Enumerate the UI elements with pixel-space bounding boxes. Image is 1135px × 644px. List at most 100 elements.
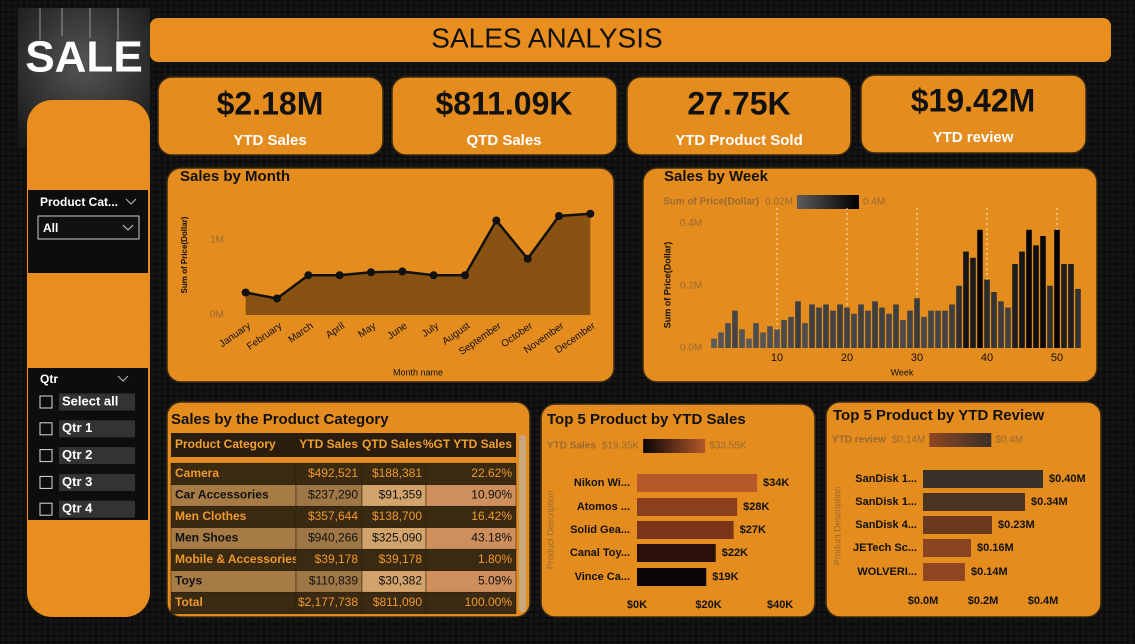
table-text: 22.62%: [471, 466, 512, 480]
quarter-slicer: [28, 368, 148, 520]
data-label: $0.14M: [971, 566, 1008, 578]
point: [555, 212, 563, 220]
bar: [795, 301, 801, 348]
bar: [1061, 264, 1067, 348]
bar: [923, 539, 971, 557]
y-tick-label: 0.0M: [680, 343, 702, 354]
chart-title: Sales by Week: [664, 168, 769, 185]
bar: [637, 544, 716, 562]
data-label: $0.34M: [1031, 496, 1068, 508]
table-text: $237,290: [308, 488, 358, 502]
dropdown[interactable]: [37, 215, 140, 240]
bar: [1047, 285, 1053, 348]
bar: [1005, 307, 1011, 348]
bar: [637, 568, 707, 586]
bar: [1026, 229, 1032, 348]
bar: [1068, 264, 1074, 348]
side-panel: [27, 100, 150, 617]
card-label: YTD Sales: [233, 132, 306, 149]
option-label: Qtr 1: [62, 420, 92, 435]
dropdown-value: All: [43, 221, 58, 235]
table-text: $492,521: [308, 466, 358, 480]
option-label: Select all: [62, 393, 118, 408]
table-text: $357,644: [308, 509, 358, 523]
bar: [809, 304, 815, 348]
x-tick-label: $40K: [767, 599, 793, 611]
table-header: Product Category: [175, 437, 276, 451]
bar: [725, 323, 731, 348]
table-text: $110,839: [309, 574, 358, 588]
table-text: $138,700: [372, 509, 422, 523]
bar: [956, 285, 962, 348]
table-text: Camera: [175, 466, 219, 480]
card: [626, 76, 852, 156]
bar: [1019, 251, 1025, 348]
table-text: 5.09%: [478, 574, 512, 588]
card: [157, 76, 384, 156]
y-axis-label: Sum of Price(Dollar): [180, 216, 189, 293]
legend-max: $0.4M: [995, 435, 1023, 446]
card: [391, 76, 618, 156]
y-tick-label: Canal Toy...: [570, 547, 630, 559]
table-text: Total: [175, 595, 203, 609]
scrollbar[interactable]: [519, 435, 526, 612]
point: [461, 271, 469, 280]
table-header: %GT YTD Sales: [423, 437, 512, 451]
bar: [893, 304, 899, 348]
legend-max: 0.4M: [863, 197, 885, 208]
x-tick-label: $0.2M: [968, 595, 999, 607]
bar: [1075, 288, 1081, 348]
data-label: $0.16M: [977, 542, 1014, 554]
checkbox[interactable]: [39, 475, 53, 489]
table-text: $30,382: [379, 574, 423, 588]
chevron: [122, 224, 134, 231]
y-tick-label: Solid Gea...: [570, 524, 630, 536]
bar: [963, 251, 969, 348]
table-text: 1.80%: [478, 552, 512, 566]
option-label: Qtr 2: [62, 447, 92, 462]
point: [335, 271, 344, 280]
checkbox[interactable]: [39, 422, 53, 436]
y-tick-label: 0.4M: [680, 218, 702, 229]
bar: [921, 316, 927, 348]
table-text: 16.42%: [471, 509, 512, 523]
point: [241, 288, 250, 297]
point: [586, 209, 595, 218]
bar: [879, 307, 885, 348]
bar: [886, 313, 892, 348]
checkbox[interactable]: [39, 449, 53, 463]
table-title: Sales by the Product Category: [171, 411, 389, 428]
bar: [977, 229, 983, 348]
x-tick-label: 30: [911, 352, 923, 364]
checkbox[interactable]: [39, 395, 53, 409]
y-tick-label: SanDisk 1...: [855, 496, 917, 508]
chart-title: Top 5 Product by YTD Sales: [547, 411, 746, 428]
card-value: $811.09K: [435, 85, 572, 121]
y-tick-label: Nikon Wi...: [574, 477, 630, 489]
bar: [711, 338, 717, 348]
legend-gradient: [796, 195, 859, 209]
bar: [865, 310, 871, 348]
table-header-bg: [171, 433, 516, 457]
bar: [637, 474, 758, 492]
checkbox[interactable]: [39, 502, 53, 516]
bar: [907, 310, 913, 348]
y-tick-label: Vince Ca...: [575, 571, 630, 583]
table-text: Men Shoes: [175, 531, 239, 545]
bar: [923, 470, 1043, 488]
bar: [732, 310, 738, 348]
bar: [872, 301, 878, 348]
bar: [935, 310, 941, 348]
x-tick-label: $0.4M: [1028, 595, 1059, 607]
legend-max: $33.55K: [709, 441, 747, 452]
data-label: $34K: [763, 477, 789, 489]
legend-gradient: [643, 439, 706, 453]
data-label: $19K: [712, 571, 738, 583]
bar: [739, 329, 745, 348]
card-label: YTD Product Sold: [675, 132, 803, 149]
option-bg: [59, 447, 135, 465]
bar: [942, 310, 948, 348]
option-bg: [59, 473, 135, 491]
x-axis-label: Month name: [393, 367, 443, 377]
